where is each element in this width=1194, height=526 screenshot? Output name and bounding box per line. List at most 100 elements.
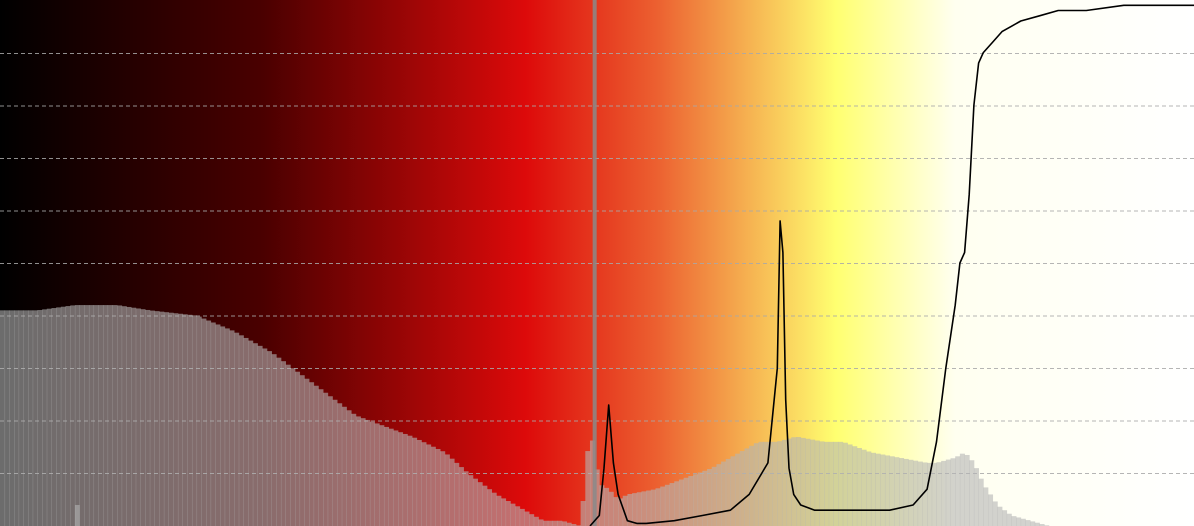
- histogram-bar: [557, 520, 563, 526]
- histogram-bar: [987, 494, 994, 526]
- histogram-bar: [1016, 517, 1022, 526]
- curve-series: [589, 4, 1194, 526]
- histogram-bar: [70, 305, 76, 526]
- histogram-bar: [777, 441, 783, 526]
- histogram-bar: [692, 474, 699, 526]
- histogram-bar: [173, 313, 179, 526]
- histogram-bar: [412, 437, 418, 526]
- histogram-bar: [229, 330, 235, 526]
- histogram-bar: [501, 498, 507, 526]
- histogram-bar: [599, 485, 605, 526]
- histogram-bar: [655, 488, 661, 526]
- histogram-bar: [117, 305, 123, 526]
- histogram-bar: [510, 503, 516, 526]
- histogram-bar: [93, 305, 99, 526]
- histogram-bar: [538, 519, 544, 526]
- histogram-bar: [730, 456, 736, 526]
- histogram-bar: [482, 485, 488, 526]
- histogram-bar: [959, 453, 965, 526]
- histogram-bar: [327, 396, 333, 526]
- histogram-bar: [660, 486, 666, 526]
- histogram-bar: [838, 441, 844, 526]
- histogram-bar: [4, 310, 10, 526]
- histogram-bar: [426, 444, 432, 526]
- histogram-bar: [355, 416, 361, 526]
- histogram-bar: [772, 441, 778, 526]
- histogram-bar: [351, 413, 357, 526]
- histogram-bar: [163, 312, 169, 526]
- histogram-bar: [725, 458, 731, 526]
- histogram-bar: [248, 340, 254, 526]
- histogram-bar: [98, 305, 104, 526]
- histogram-bar: [889, 456, 895, 526]
- histogram-bar: [1034, 522, 1040, 526]
- histogram-bar: [646, 490, 652, 526]
- histogram-bar: [262, 348, 268, 526]
- histogram-bar: [140, 309, 146, 526]
- histogram-bar: [1030, 521, 1036, 526]
- histogram-bar: [707, 469, 713, 526]
- histogram-bar: [440, 451, 446, 526]
- histogram-bar: [828, 441, 834, 526]
- histogram-bar: [444, 454, 450, 526]
- histogram-bar: [983, 487, 989, 526]
- histogram-bar: [964, 454, 970, 526]
- histogram-bar: [74, 504, 80, 526]
- histogram-bar: [332, 399, 338, 526]
- histogram-bar: [735, 453, 741, 526]
- histogram-bar: [636, 492, 642, 526]
- histogram-bar: [365, 419, 371, 526]
- histogram-bar: [32, 310, 38, 526]
- histogram-bar: [664, 484, 670, 526]
- histogram-bar: [842, 442, 848, 526]
- histogram-bar: [318, 389, 324, 526]
- histogram-bar: [491, 492, 497, 526]
- histogram-bar: [702, 470, 708, 526]
- histogram-bar: [131, 307, 137, 526]
- histogram-bar: [126, 306, 132, 526]
- histogram-bar: [632, 493, 638, 526]
- histogram-bar: [697, 472, 703, 526]
- histogram-bar: [285, 364, 291, 526]
- histogram-bar: [449, 458, 455, 526]
- histogram-bar: [421, 442, 427, 526]
- histogram-bar: [379, 425, 385, 526]
- histogram-bar: [276, 357, 282, 526]
- histogram-bar: [547, 520, 553, 526]
- histogram-bar: [206, 320, 212, 526]
- histogram-bar: [407, 435, 413, 526]
- histogram-bar: [220, 326, 226, 526]
- histogram-bar: [992, 501, 998, 526]
- histogram-bar: [168, 312, 174, 526]
- histogram-bar: [688, 476, 694, 526]
- histogram-bar: [149, 310, 155, 526]
- histogram-bar: [215, 324, 221, 526]
- histogram-bar: [323, 392, 329, 526]
- histogram-bar: [781, 439, 788, 526]
- histogram-bar: [313, 385, 319, 526]
- histogram-bar: [711, 466, 717, 526]
- histogram-series: [0, 305, 1050, 526]
- histogram-bar: [1011, 516, 1017, 526]
- histogram-bar: [824, 441, 830, 526]
- histogram-bar: [103, 305, 109, 526]
- histogram-bar: [280, 361, 287, 526]
- histogram-bar: [847, 444, 853, 526]
- histogram-bar: [739, 451, 745, 526]
- histogram-bar: [758, 441, 764, 526]
- histogram-bar: [374, 423, 380, 526]
- histogram-bar: [571, 524, 577, 526]
- histogram-bar: [786, 438, 792, 526]
- histogram-bar: [819, 441, 825, 526]
- histogram-bar: [884, 455, 891, 526]
- histogram-bar: [1020, 518, 1026, 526]
- histogram-bar: [191, 315, 198, 526]
- histogram-bar: [56, 307, 62, 526]
- histogram-bar: [927, 462, 933, 526]
- histogram-bar: [187, 314, 193, 526]
- histogram-bar: [341, 406, 347, 526]
- histogram-bar: [529, 514, 535, 526]
- histogram-bar: [903, 458, 909, 526]
- histogram-bar: [997, 506, 1003, 526]
- histogram-bar: [524, 511, 530, 526]
